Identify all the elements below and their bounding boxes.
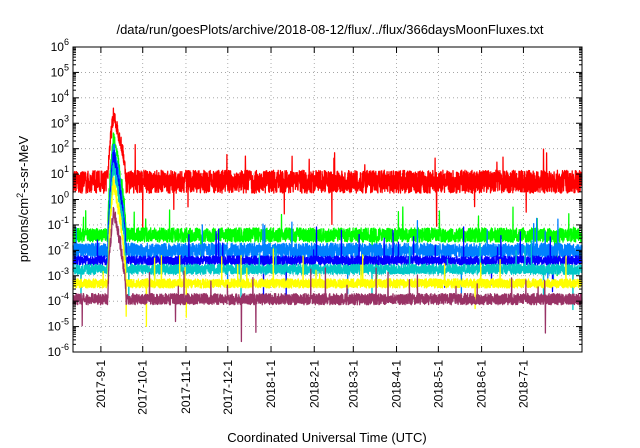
- x-tick-label: 2017-11-1: [179, 360, 193, 414]
- y-tick-label: 10-2: [48, 240, 69, 257]
- series-line-2: [72, 132, 583, 282]
- y-tick-base: 10: [51, 40, 65, 54]
- y-tick-label: 10-4: [48, 291, 69, 308]
- y-axis-label-unit: -s-sr-MeV: [16, 135, 31, 192]
- y-tick-base: 10: [51, 167, 65, 181]
- y-tick-exponent: 1: [64, 164, 69, 174]
- y-tick-base: 10: [51, 193, 65, 207]
- y-tick-label: 10-1: [48, 215, 69, 232]
- x-tick-label: 2017-9-1: [94, 360, 108, 408]
- y-tick-exponent: -1: [61, 215, 69, 225]
- y-tick-exponent: -5: [61, 317, 69, 327]
- y-tick-base: 10: [51, 116, 65, 130]
- y-tick-base: 10: [48, 294, 62, 308]
- y-tick-base: 10: [51, 91, 65, 105]
- x-axis-label: Coordinated Universal Time (UTC): [227, 430, 426, 445]
- x-tick-label: 2018-2-1: [307, 360, 321, 408]
- y-tick-label: 104: [51, 88, 69, 105]
- y-tick-base: 10: [48, 345, 62, 359]
- y-tick-label: 100: [51, 190, 69, 207]
- y-axis-label-text: protons/cm: [16, 198, 31, 262]
- y-axis-label-exponent: 2: [15, 193, 25, 198]
- y-tick-base: 10: [51, 65, 65, 79]
- y-tick-exponent: 2: [64, 139, 69, 149]
- y-tick-exponent: -4: [61, 291, 69, 301]
- y-tick-base: 10: [48, 243, 62, 257]
- y-tick-label: 10-6: [48, 342, 69, 359]
- x-tick-label: 2018-7-1: [516, 360, 530, 408]
- x-tick-label: 2018-5-1: [431, 360, 445, 408]
- series-line-5: [72, 162, 583, 311]
- x-tick-label: 2018-3-1: [346, 360, 360, 408]
- y-tick-base: 10: [51, 142, 65, 156]
- y-tick-exponent: 4: [64, 88, 69, 98]
- series-line-1: [72, 107, 583, 230]
- y-tick-base: 10: [48, 218, 62, 232]
- x-tick-label: 2017-10-1: [136, 360, 150, 415]
- y-axis-label: protons/cm2-s-sr-MeV: [15, 135, 31, 262]
- y-tick-exponent: -2: [61, 240, 69, 250]
- series-line-4: [72, 149, 583, 300]
- y-tick-exponent: -6: [61, 342, 69, 352]
- y-tick-exponent: 0: [64, 190, 69, 200]
- y-tick-base: 10: [48, 320, 62, 334]
- x-tick-label: 2018-4-1: [390, 360, 404, 408]
- series-line-7: [72, 206, 583, 343]
- y-tick-label: 103: [51, 113, 69, 130]
- y-tick-exponent: 5: [64, 62, 69, 72]
- y-tick-label: 102: [51, 139, 69, 156]
- y-tick-label: 10-5: [48, 317, 69, 334]
- y-tick-label: 106: [51, 37, 69, 54]
- y-tick-exponent: -3: [61, 266, 69, 276]
- x-tick-label: 2018-1-1: [264, 360, 278, 408]
- series-line-6: [72, 176, 583, 328]
- y-tick-label: 10-3: [48, 266, 69, 283]
- grid: [73, 47, 582, 352]
- y-tick-base: 10: [48, 269, 62, 283]
- y-tick-exponent: 3: [64, 113, 69, 123]
- y-tick-label: 101: [51, 164, 69, 181]
- series-group: [72, 107, 583, 343]
- y-tick-label: 105: [51, 62, 69, 79]
- chart-title: /data/run/goesPlots/archive/2018-08-12/f…: [116, 22, 543, 37]
- x-tick-label: 2017-12-1: [221, 360, 235, 415]
- x-axis: 2017-9-1 2017-10-1 2017-11-1 2017-12-1 2018-…: [94, 47, 530, 415]
- y-axis: 10-610-510-410-310-210-11001011021031041…: [48, 37, 582, 359]
- x-tick-label: 2018-6-1: [475, 360, 489, 408]
- y-tick-exponent: 6: [64, 37, 69, 47]
